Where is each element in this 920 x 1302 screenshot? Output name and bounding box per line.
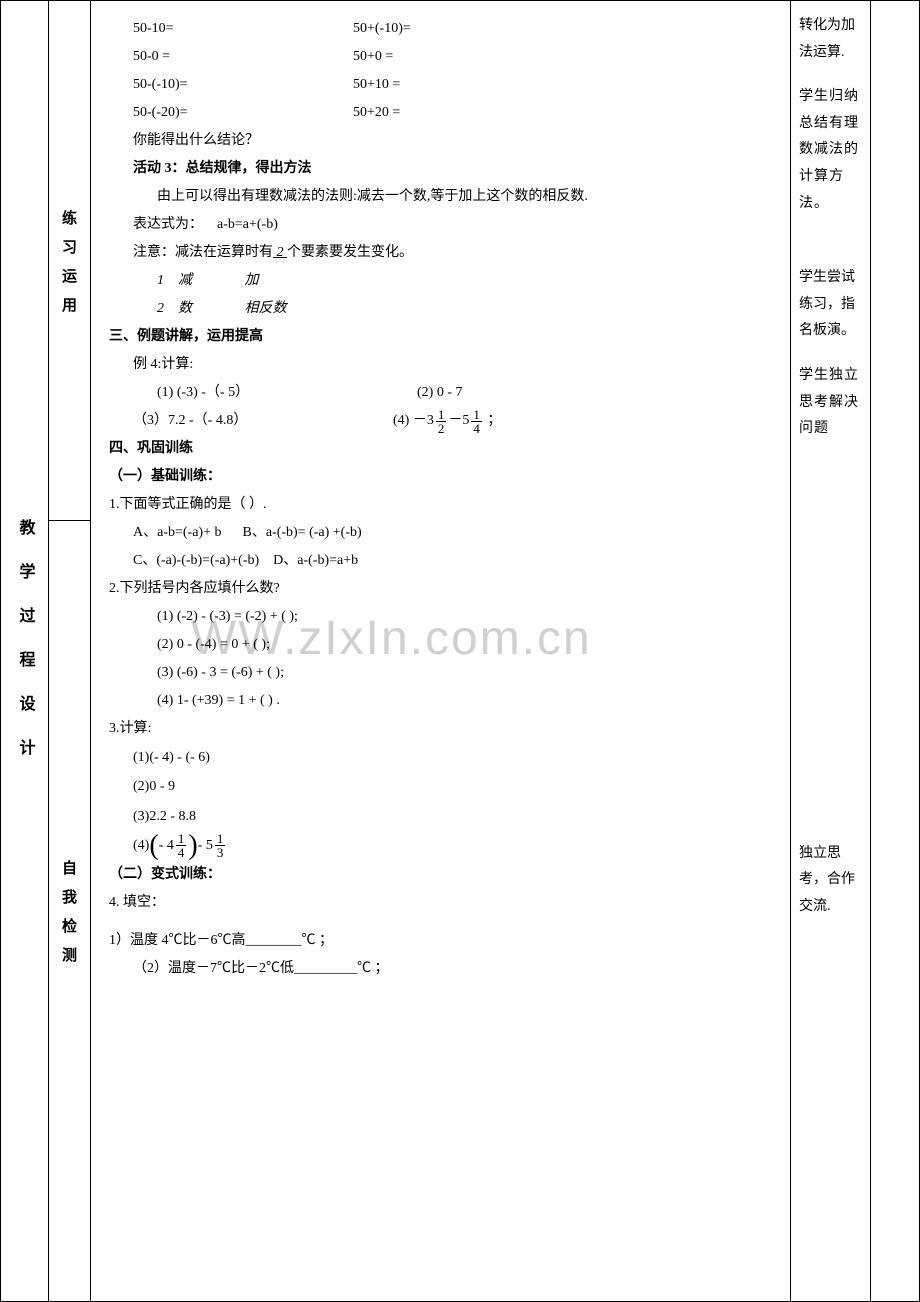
rule-2: 2 数 相反数 [109, 295, 772, 323]
note-line: 注意：减法在运算时有 2 个要素要发生变化。 [109, 239, 772, 267]
note-b5: 独立思考，合作交流. [799, 841, 862, 921]
q3: 3.计算: [109, 715, 772, 743]
q1-opts-ab: A、a-b=(-a)+ b B、a-(-b)= (-a) +(-b) [109, 519, 772, 547]
conclusion-q: 你能得出什么结论？ [109, 127, 772, 155]
expression: 表达式为： a-b=a+(-b) [109, 211, 772, 239]
activity3-text: 由上可以得出有理数减法的法则:减去一个数,等于加上这个数的相反数. [109, 183, 772, 211]
note-b2: 学生归纳总结有理数减法的计算方法。 [799, 84, 862, 217]
q2-2: (2) 0 - (-4) = 0 + ( ); [109, 631, 772, 659]
q3-list: (1)(- 4) - (- 6) (2)0 - 9 (3)2.2 - 8.8 (… [109, 743, 772, 861]
q2-4: (4) 1- (+39) = 1 + ( ) . [109, 687, 772, 715]
eq-row-3: 50-(-10)= 50+10 = [109, 71, 772, 99]
col2-bottom: 自 我 检 测 [49, 521, 90, 1301]
q4-2: （2）温度－7℃比－2℃低_________℃ ； [109, 955, 772, 983]
q2-3: (3) (-6) - 3 = (-6) + ( ); [109, 659, 772, 687]
note-b4: 学生独立思考解决问题 [799, 363, 862, 443]
col2-top: 练 习 运 用 [49, 1, 90, 521]
example4-row1: (1) (-3) -（- 5） (2) 0 - 7 [109, 379, 772, 407]
rule-1: 1 减 加 [109, 267, 772, 295]
example4-label: 例 4:计算: [109, 351, 772, 379]
section3-title: 三、例题讲解，运用提高 [109, 323, 772, 351]
example4-row2: （3）7.2 -（- 4.8） (4) －3 12 －5 14 ； [109, 407, 772, 435]
note-b3: 学生尝试练习，指名板演。 [799, 265, 862, 345]
col1-text: 教学过程设计 [13, 519, 37, 783]
q4-1: 1）温度 4℃比－6℃高________℃ ； [109, 927, 772, 955]
note-b1: 转化为加法运算. [799, 13, 862, 66]
col-left-label: 教学过程设计 [1, 1, 49, 1301]
sub1-title: （一）基础训练： [109, 463, 772, 491]
section4-title: 四、巩固训练 [109, 435, 772, 463]
q3-4: (4) ( - 4 14 ) - 5 13 [133, 831, 772, 860]
q3-1: (1)(- 4) - (- 6) [133, 743, 772, 772]
eq-row-1: 50-10= 50+(-10)= [109, 15, 772, 43]
eq-row-4: 50-(-20)= 50+20 = [109, 99, 772, 127]
main-content: WW.zIxIn.com.cn 50-10= 50+(-10)= 50-0 = … [91, 1, 791, 1301]
right-notes: 转化为加法运算. 学生归纳总结有理数减法的计算方法。 学生尝试练习，指名板演。 … [791, 1, 871, 1301]
q2-1: (1) (-2) - (-3) = (-2) + ( ); [109, 603, 772, 631]
q2: 2.下列括号内各应填什么数? [109, 575, 772, 603]
col-right-empty [871, 1, 919, 1301]
q1-opts-cd: C、(-a)-(-b)=(-a)+(-b) D、a-(-b)=a+b [109, 547, 772, 575]
col-section-labels: 练 习 运 用 自 我 检 测 [49, 1, 91, 1301]
q1: 1.下面等式正确的是（ ）. [109, 491, 772, 519]
q4: 4. 填空： [109, 889, 772, 917]
eq-row-2: 50-0 = 50+0 = [109, 43, 772, 71]
sub2-title: （二）变式训练： [109, 861, 772, 889]
activity3-title: 活动 3：总结规律，得出方法 [109, 155, 772, 183]
page-container: 教学过程设计 练 习 运 用 自 我 检 测 WW.zIxIn.com.cn 5… [0, 0, 920, 1302]
q3-3: (3)2.2 - 8.8 [133, 802, 772, 831]
q3-2: (2)0 - 9 [133, 772, 772, 801]
